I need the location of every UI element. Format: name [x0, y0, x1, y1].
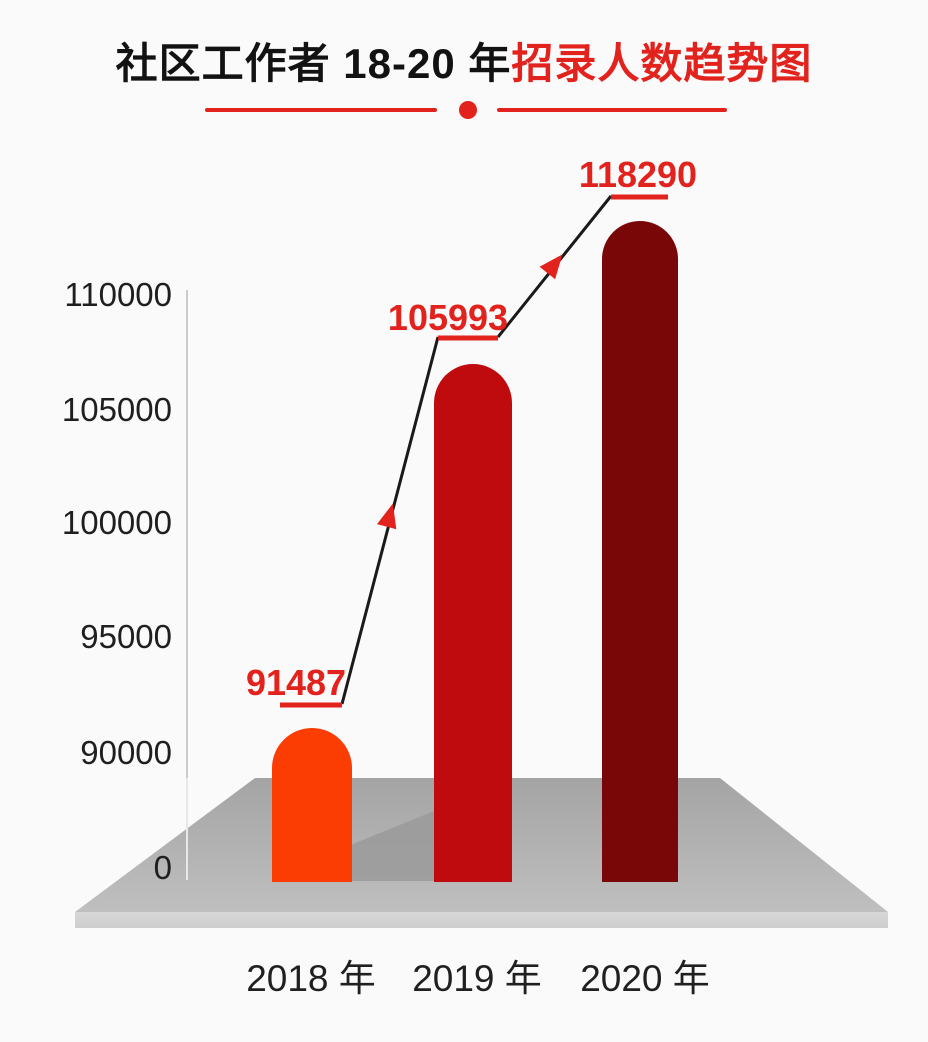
y-tick-90000: 90000	[80, 734, 172, 771]
x-label-2019: 2019 年	[412, 958, 542, 999]
y-tick-0: 0	[153, 849, 172, 886]
value-label-2018: 91487	[245, 662, 347, 703]
x-label-2020: 2020 年	[580, 958, 710, 999]
bar-2018	[272, 728, 352, 882]
value-label-2019: 105993	[387, 297, 509, 338]
x-label-2018: 2018 年	[246, 958, 376, 999]
divider-line-left	[205, 108, 437, 112]
page-title: 社区工作者 18-20 年招录人数趋势图	[0, 30, 928, 91]
value-label-2020: 118290	[578, 154, 698, 195]
y-tick-105000: 105000	[61, 391, 172, 428]
y-tick-95000: 95000	[80, 618, 172, 655]
bar-2020	[602, 221, 678, 882]
y-axis-line-over-platform	[186, 778, 188, 880]
title-highlight: 招录人数趋势图	[511, 40, 813, 87]
bar-2019	[434, 364, 512, 882]
y-tick-110000: 110000	[64, 276, 172, 313]
divider-line-right	[497, 108, 727, 112]
y-tick-100000: 100000	[61, 504, 172, 541]
platform-front-face	[75, 912, 888, 928]
title-prefix: 社区工作者 18-20 年	[115, 40, 512, 87]
divider-dot-icon	[459, 101, 477, 119]
platform-shadow	[348, 811, 434, 881]
y-axis-line	[186, 290, 188, 778]
